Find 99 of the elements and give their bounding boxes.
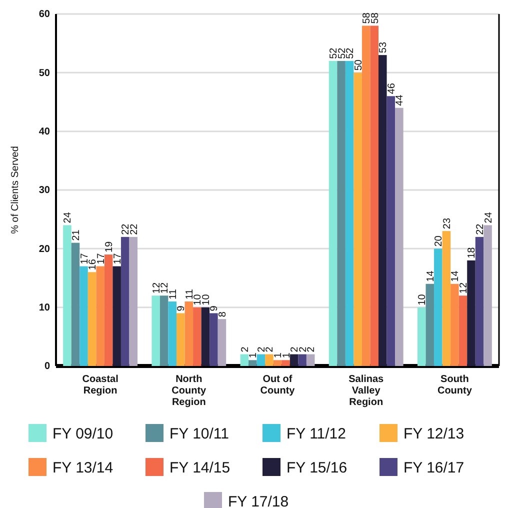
bar <box>112 266 121 366</box>
bar <box>160 296 168 366</box>
data-label: 2 <box>306 346 318 352</box>
bar <box>184 301 194 366</box>
bar <box>426 284 434 366</box>
legend-label: FY 16/17 <box>404 459 464 476</box>
bar <box>484 225 492 366</box>
data-label: 1 <box>248 352 260 358</box>
bar <box>80 266 88 366</box>
data-label: 9 <box>176 305 188 312</box>
data-label: 14 <box>450 270 462 282</box>
data-label: 21 <box>70 229 82 241</box>
data-label: 14 <box>425 270 436 282</box>
y-tick-label: 10 <box>38 302 50 314</box>
bar <box>290 354 298 366</box>
legend-label: FY 12/13 <box>404 425 464 442</box>
data-label: 22 <box>128 223 140 235</box>
data-label: 1 <box>273 352 284 358</box>
bar <box>248 360 257 366</box>
y-tick-label: 40 <box>38 126 50 138</box>
bar <box>168 301 176 366</box>
data-label: 19 <box>104 240 116 253</box>
bar <box>442 231 451 366</box>
legend-label: FY 13/14 <box>52 459 114 476</box>
bar <box>298 354 306 366</box>
bar <box>467 260 476 366</box>
x-tick-label: North County Region <box>172 374 207 408</box>
bar <box>370 26 379 366</box>
bar <box>193 307 202 366</box>
data-label: 52 <box>345 47 356 59</box>
legend-label: FY 10/11 <box>170 425 229 442</box>
data-label: 2 <box>240 346 251 352</box>
bar <box>63 225 72 366</box>
y-tick-label: 0 <box>44 361 50 372</box>
data-label: 58 <box>370 12 381 24</box>
bar <box>362 26 370 366</box>
y-tick-label: 60 <box>38 9 50 20</box>
bar <box>256 354 266 366</box>
data-label: 23 <box>442 218 453 230</box>
bar <box>458 296 468 366</box>
bar <box>475 236 484 366</box>
y-tick-label: 30 <box>38 185 50 196</box>
data-label: 24 <box>62 212 74 224</box>
x-tick-label: South County <box>437 374 472 396</box>
bar <box>129 236 138 366</box>
bar <box>96 266 104 366</box>
bar <box>273 360 282 366</box>
data-label: 17 <box>96 252 107 264</box>
bar <box>265 354 274 366</box>
bar <box>218 319 226 366</box>
legend-label: FY 11/12 <box>286 425 346 442</box>
data-label: 8 <box>217 311 228 318</box>
data-label: 1 <box>281 352 292 358</box>
data-label: 44 <box>394 94 406 106</box>
data-label: 10 <box>417 294 428 306</box>
data-label: 50 <box>353 59 364 71</box>
bar <box>337 60 346 366</box>
x-tick-label: Salinas Valley Region <box>348 374 384 408</box>
data-label: 53 <box>378 42 390 54</box>
bar <box>378 55 387 366</box>
legend-label: FY 17/18 <box>228 493 289 508</box>
bar <box>88 272 96 366</box>
legend-label: FY 09/10 <box>52 425 114 442</box>
bar <box>71 242 80 366</box>
legend-label: FY 14/15 <box>170 459 230 476</box>
y-axis-title: % of Clients Served <box>10 146 21 234</box>
data-label: 9 <box>209 305 220 312</box>
data-label: 20 <box>434 235 445 247</box>
bar <box>328 60 338 366</box>
data-label: 22 <box>475 223 486 235</box>
bar <box>417 307 426 366</box>
bar <box>104 254 113 366</box>
data-label: 10 <box>200 294 212 306</box>
x-tick-label: Coastal Region <box>82 374 119 396</box>
x-tick-label: Out of County <box>260 374 296 396</box>
bar <box>282 360 290 366</box>
bar <box>386 96 396 366</box>
bar <box>210 313 218 366</box>
data-label: 24 <box>483 212 494 224</box>
y-tick-label: 50 <box>38 68 50 79</box>
data-label: 2 <box>264 346 276 352</box>
data-label: 18 <box>466 246 478 258</box>
bar <box>152 296 160 366</box>
bar <box>201 307 210 366</box>
data-label: 46 <box>386 82 398 94</box>
legend-label: FY 15/16 <box>286 459 348 476</box>
bar <box>240 354 249 366</box>
data-label: 17 <box>112 252 124 264</box>
bar <box>120 236 130 366</box>
bar <box>345 60 354 366</box>
bar <box>306 354 315 366</box>
bar <box>395 108 404 366</box>
y-tick-label: 20 <box>38 244 50 255</box>
bar <box>450 284 459 366</box>
bar <box>354 72 362 366</box>
data-label: 11 <box>168 288 179 300</box>
bar <box>434 248 442 366</box>
data-label: 12 <box>458 282 470 294</box>
bar <box>176 313 185 366</box>
